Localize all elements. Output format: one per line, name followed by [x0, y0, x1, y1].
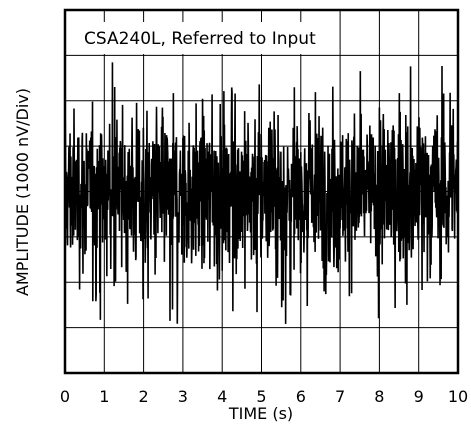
x-tick-label: 10 [448, 387, 468, 406]
x-axis-label: TIME (s) [228, 404, 293, 423]
x-tick-label: 1 [99, 387, 109, 406]
x-tick-label: 2 [139, 387, 149, 406]
x-tick-label: 3 [178, 387, 188, 406]
title-backing [72, 22, 320, 54]
noise-series-line [64, 62, 459, 324]
x-tick-label: 9 [414, 387, 424, 406]
x-tick-label: 7 [335, 387, 345, 406]
x-tick-label: 5 [256, 387, 266, 406]
x-tick-label: 6 [296, 387, 306, 406]
signal-layer [64, 62, 459, 324]
chart-title: CSA240L, Referred to Input [84, 29, 316, 49]
y-axis-label: AMPLITUDE (1000 nV/Div) [13, 88, 32, 296]
plot-frame [63, 8, 460, 375]
x-tick-labels: 0 1 2 3 4 5 6 7 8 9 10 [60, 387, 468, 406]
x-tick-label: 4 [217, 387, 227, 406]
x-tick-label: 0 [60, 387, 70, 406]
x-tick-label: 8 [374, 387, 384, 406]
